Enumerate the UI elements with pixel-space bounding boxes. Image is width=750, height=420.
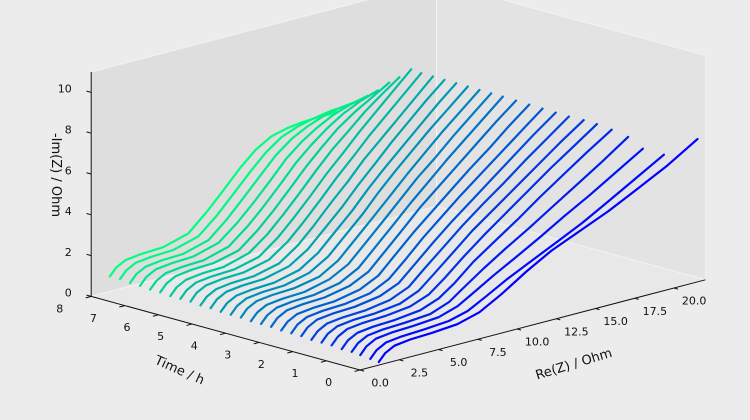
x-axis-label: Re(Z) / Ohm (534, 346, 614, 384)
series-line (169, 75, 401, 298)
y-tick-label: 4 (191, 339, 198, 352)
series-line (229, 85, 469, 316)
x-tick-label: 17.5 (643, 305, 668, 318)
z-tick-label: 6 (65, 164, 72, 177)
y-tick-label: 0 (325, 376, 332, 389)
y-tick-label: 5 (157, 330, 164, 343)
series-line (118, 104, 349, 281)
axes-panes (89, 0, 708, 371)
y-tick-label: 8 (56, 303, 63, 316)
y-tick (186, 323, 193, 326)
z-axis-label: -Im(Z) / Ohm (48, 133, 63, 217)
series-line (280, 103, 531, 332)
series-line (310, 115, 571, 341)
series-line (159, 81, 391, 294)
y-tick (253, 341, 260, 345)
y-tick-label: 3 (224, 349, 231, 362)
series-line (377, 138, 699, 364)
x-axis-line (359, 279, 706, 371)
series-line (239, 88, 481, 319)
z-tick-label: 2 (65, 246, 72, 259)
z-tick (86, 294, 92, 297)
series-line (128, 100, 359, 285)
y-tick-label: 2 (258, 358, 265, 371)
series-line (359, 147, 645, 357)
x-tick-label: 10.0 (525, 336, 550, 349)
z-tick (86, 213, 92, 216)
series-line (270, 99, 518, 328)
y-axis-label: Time / h (151, 353, 206, 389)
x-tick-label: 15.0 (603, 315, 628, 328)
x-axis-ticks: 0.0 2.5 5.0 7.5 10.0 12.5 15.0 17.5 20.0 (359, 287, 707, 390)
series-line (300, 111, 557, 338)
series-line (350, 135, 630, 353)
series-line (259, 95, 504, 326)
z-tick (86, 131, 92, 134)
z-tick (86, 253, 92, 257)
x-tick (556, 318, 561, 321)
x-tick (438, 349, 443, 352)
z-tick-label: 8 (65, 124, 72, 137)
x-tick (634, 297, 639, 300)
series-line (249, 92, 493, 323)
x-tick-label: 7.5 (489, 346, 507, 359)
x-tick (673, 287, 679, 290)
x-tick (477, 338, 482, 341)
series-line (149, 89, 379, 291)
series-line (179, 68, 413, 300)
z-tick-label: 0 (65, 287, 72, 300)
y-tick (354, 369, 361, 372)
y-tick-label: 6 (124, 321, 131, 334)
x-tick-label: 2.5 (411, 366, 429, 379)
z-tick (86, 172, 92, 175)
x-tick-label: 12.5 (564, 325, 589, 338)
y-axis-ticks: 0 1 2 3 4 5 6 7 8 (56, 295, 361, 389)
x-tick (516, 328, 522, 331)
x-tick (595, 308, 600, 311)
z-tick (86, 90, 92, 93)
y-tick (320, 360, 327, 363)
series-line (108, 110, 339, 278)
z-tick-label: 10 (58, 83, 72, 96)
x-tick (359, 369, 365, 372)
series-line (320, 118, 585, 344)
y-tick (152, 314, 159, 317)
x-tick-label: 5.0 (450, 356, 468, 369)
series-line (330, 122, 599, 347)
y-tick (287, 351, 293, 354)
series-line (340, 128, 613, 351)
z-tick-label: 4 (65, 205, 72, 218)
x-tick (399, 359, 404, 362)
y-tick (119, 305, 125, 308)
series-line (219, 82, 458, 313)
y-tick-label: 7 (90, 312, 97, 325)
series-line (290, 107, 544, 335)
x-tick-label: 0.0 (371, 377, 389, 390)
x-tick-label: 20.0 (682, 295, 707, 308)
series-line (209, 78, 446, 310)
y-tick-label: 1 (292, 367, 299, 380)
series-line (199, 75, 434, 307)
z-axis-ticks: 0 2 4 6 8 10 (58, 83, 92, 300)
series-line (139, 94, 369, 287)
series-line (189, 71, 423, 303)
series-line (369, 153, 666, 360)
series-lines (108, 68, 699, 364)
y-tick (219, 332, 226, 336)
